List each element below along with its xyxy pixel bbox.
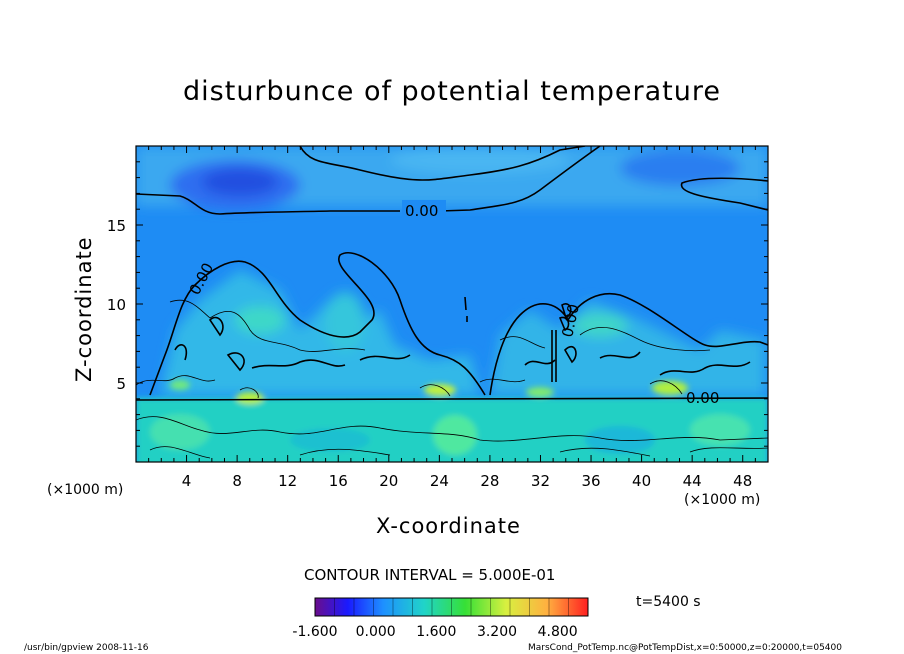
x-tick-label: 24 <box>430 472 449 490</box>
colorbar-tick-label: 1.600 <box>416 624 456 640</box>
x-tick-label: 44 <box>683 472 702 490</box>
y-tick-label: 15 <box>107 217 126 235</box>
x-tick-label: 36 <box>581 472 600 490</box>
contour-interval: CONTOUR INTERVAL = 5.000E-01 <box>304 566 556 584</box>
contour-label-bg <box>402 200 446 220</box>
y-tick-label: 10 <box>107 296 126 314</box>
x-tick-label: 28 <box>480 472 499 490</box>
x-axis-ticks: 4 8 12 16 20 24 28 32 36 40 44 48 <box>148 146 756 490</box>
chart-title: disturbunce of potential temperature <box>183 76 721 107</box>
footer-left: /usr/bin/gpview 2008-11-16 <box>24 643 149 653</box>
colorbar-tick-label: 3.200 <box>477 624 517 640</box>
contour-lines <box>136 146 768 401</box>
footer-right: MarsCond_PotTemp.nc@PotTempDist,x=0:5000… <box>528 643 842 653</box>
x-axis-label: X-coordinate <box>376 514 521 538</box>
upper-disturbance <box>136 146 768 210</box>
y-tick-label: 5 <box>116 375 126 393</box>
x-tick-label: 16 <box>329 472 348 490</box>
x-tick-label: 8 <box>232 472 242 490</box>
x-tick-label: 32 <box>531 472 550 490</box>
x-tick-label: 12 <box>278 472 297 490</box>
x-tick-label: 20 <box>379 472 398 490</box>
contour-label: 0.00 <box>405 202 438 220</box>
x-tick-label: 40 <box>632 472 651 490</box>
contour-label: 0.00 <box>686 389 719 407</box>
colorbar-tick-label: 0.000 <box>356 624 396 640</box>
x-tick-label: 48 <box>733 472 752 490</box>
thin-contours <box>136 299 768 459</box>
colorbar-tick-label: 4.800 <box>538 624 578 640</box>
x-tick-label: 4 <box>182 472 192 490</box>
x-unit-label-left: (×1000 m) <box>47 482 124 498</box>
x-unit-label-right: (×1000 m) <box>684 492 761 508</box>
colorbar-tick-label: -1.600 <box>292 624 337 640</box>
time-label: t=5400 s <box>636 594 701 610</box>
colorbar-labels: -1.600 0.000 1.600 3.200 4.800 <box>292 624 577 640</box>
y-axis-label: Z-coordinate <box>72 236 96 382</box>
y-axis-ticks: 5 10 15 <box>107 161 768 447</box>
colorbar-divisions <box>334 598 569 616</box>
boundary-layer <box>136 380 768 462</box>
field-layer <box>136 146 768 462</box>
